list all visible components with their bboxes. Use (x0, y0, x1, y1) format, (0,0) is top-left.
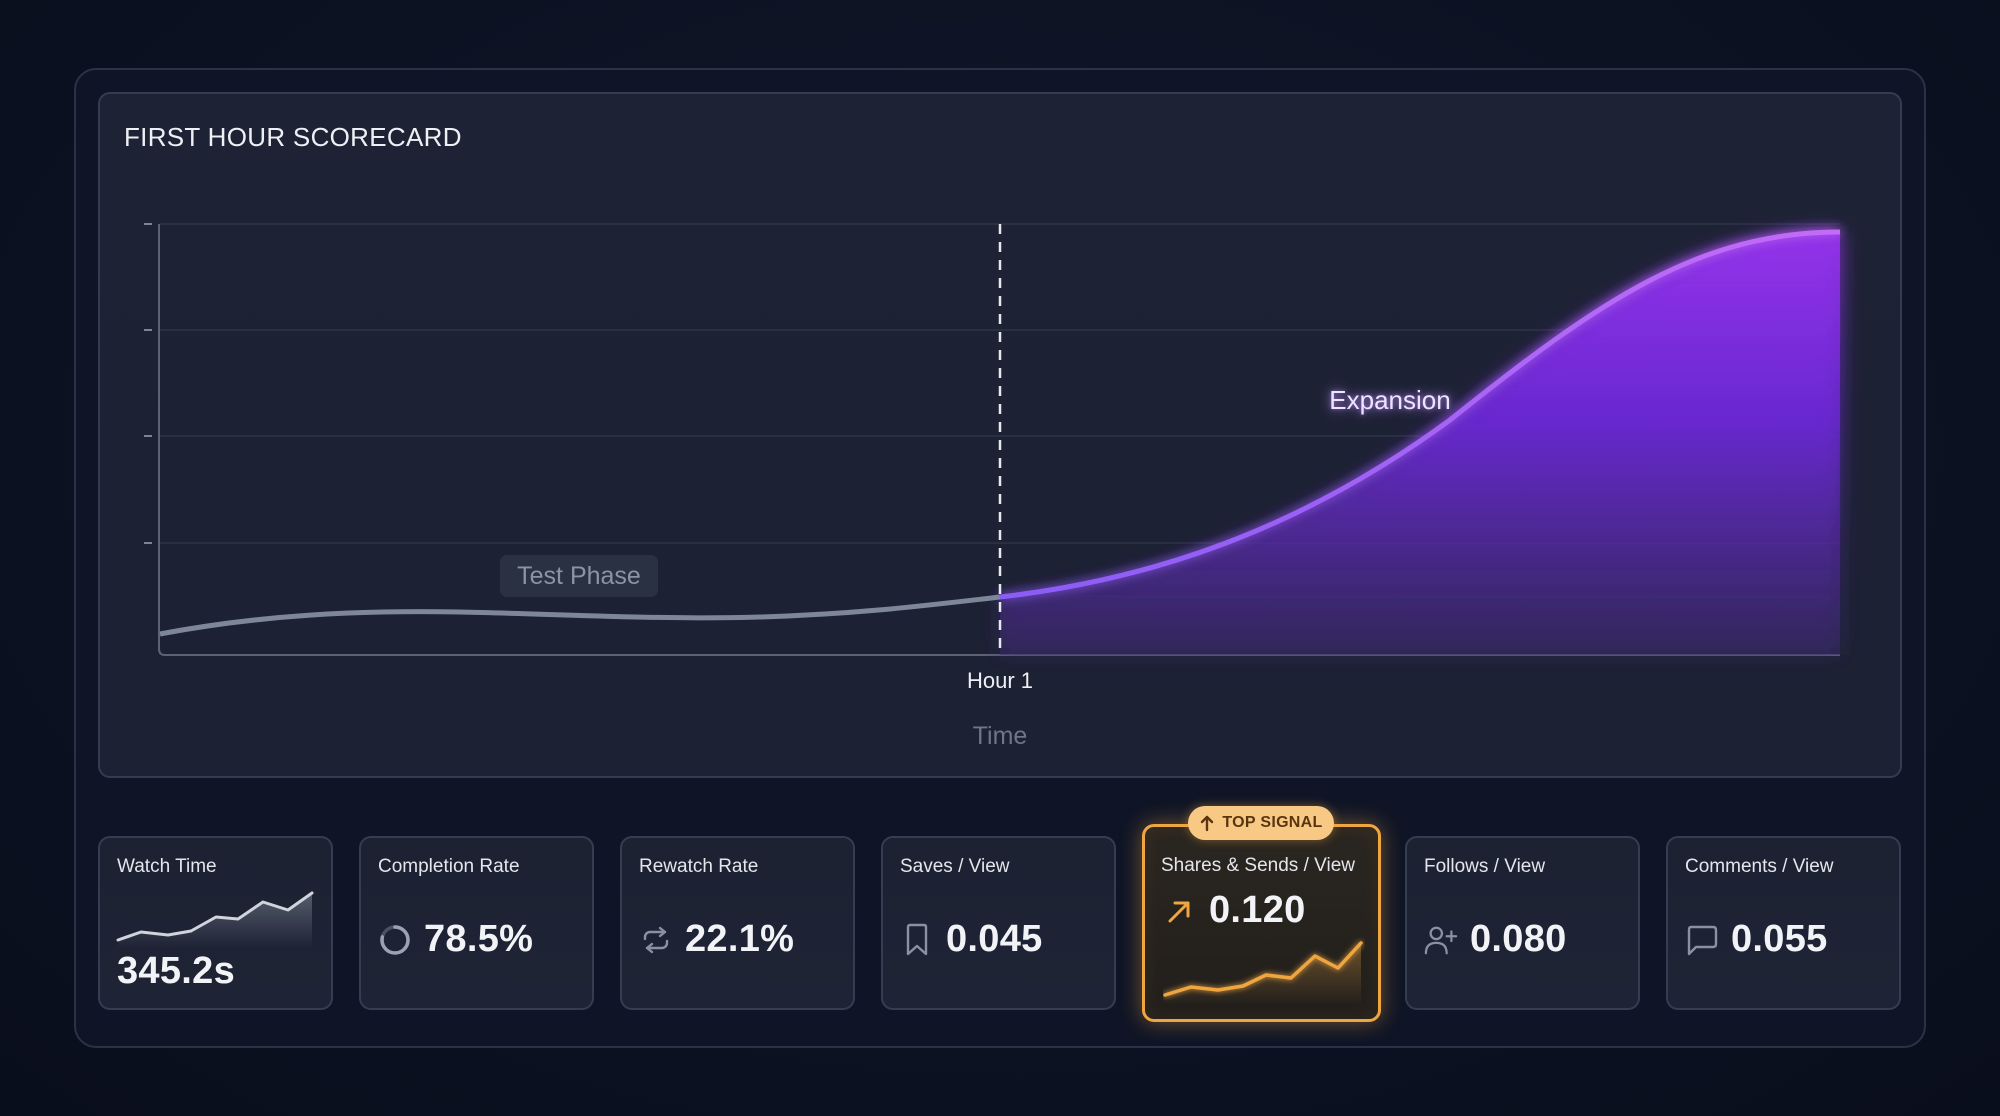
metric-card-follows-per-view[interactable]: Follows / View 0.080 (1405, 836, 1640, 1010)
watch-time-sparkline-icon (116, 891, 314, 948)
arrow-up-icon (1201, 815, 1214, 832)
metric-value: 22.1% (685, 918, 795, 960)
metric-card-saves-per-view[interactable]: Saves / View 0.045 (881, 836, 1116, 1010)
metric-card-watch-time[interactable]: Watch Time 345.2s (98, 836, 333, 1010)
chart-title: FIRST HOUR SCORECARD (124, 122, 462, 152)
metric-value: 78.5% (424, 918, 534, 960)
metric-value: 345.2s (117, 950, 236, 992)
shares-sparkline-icon (1163, 941, 1363, 1005)
metric-label: Watch Time (117, 856, 217, 877)
metric-card-rewatch-rate[interactable]: Rewatch Rate 22.1% (620, 836, 855, 1010)
top-signal-text: TOP SIGNAL (1222, 814, 1323, 831)
metric-card-shares-sends-per-view[interactable]: Shares & Sends / View 0.120 (1142, 824, 1381, 1022)
metric-value: 0.045 (946, 918, 1043, 960)
metric-value: 0.080 (1470, 918, 1567, 960)
metric-value: 0.055 (1731, 918, 1828, 960)
metric-label: Completion Rate (378, 856, 520, 877)
bookmark-icon (900, 923, 934, 957)
user-plus-icon (1424, 923, 1458, 957)
test-phase-label: Test Phase (500, 555, 658, 597)
metric-label: Comments / View (1685, 856, 1834, 877)
metric-label: Saves / View (900, 856, 1010, 877)
repeat-icon (639, 923, 673, 957)
expansion-label: Expansion (1329, 384, 1451, 415)
metric-label: Shares & Sends / View (1161, 855, 1355, 876)
metric-card-completion-rate[interactable]: Completion Rate 78.5% (359, 836, 594, 1010)
metric-label: Follows / View (1424, 856, 1546, 877)
comment-icon (1685, 923, 1719, 957)
x-axis-title: Time (972, 722, 1028, 750)
metric-label: Rewatch Rate (639, 856, 759, 877)
top-signal-badge: TOP SIGNAL (1188, 806, 1334, 840)
metric-card-comments-per-view[interactable]: Comments / View 0.055 (1666, 836, 1901, 1010)
trend-up-arrow-icon (1163, 894, 1197, 928)
metric-value: 0.120 (1209, 889, 1306, 931)
progress-ring-icon (378, 923, 412, 957)
x-tick-hour-1: Hour 1 (966, 668, 1034, 693)
